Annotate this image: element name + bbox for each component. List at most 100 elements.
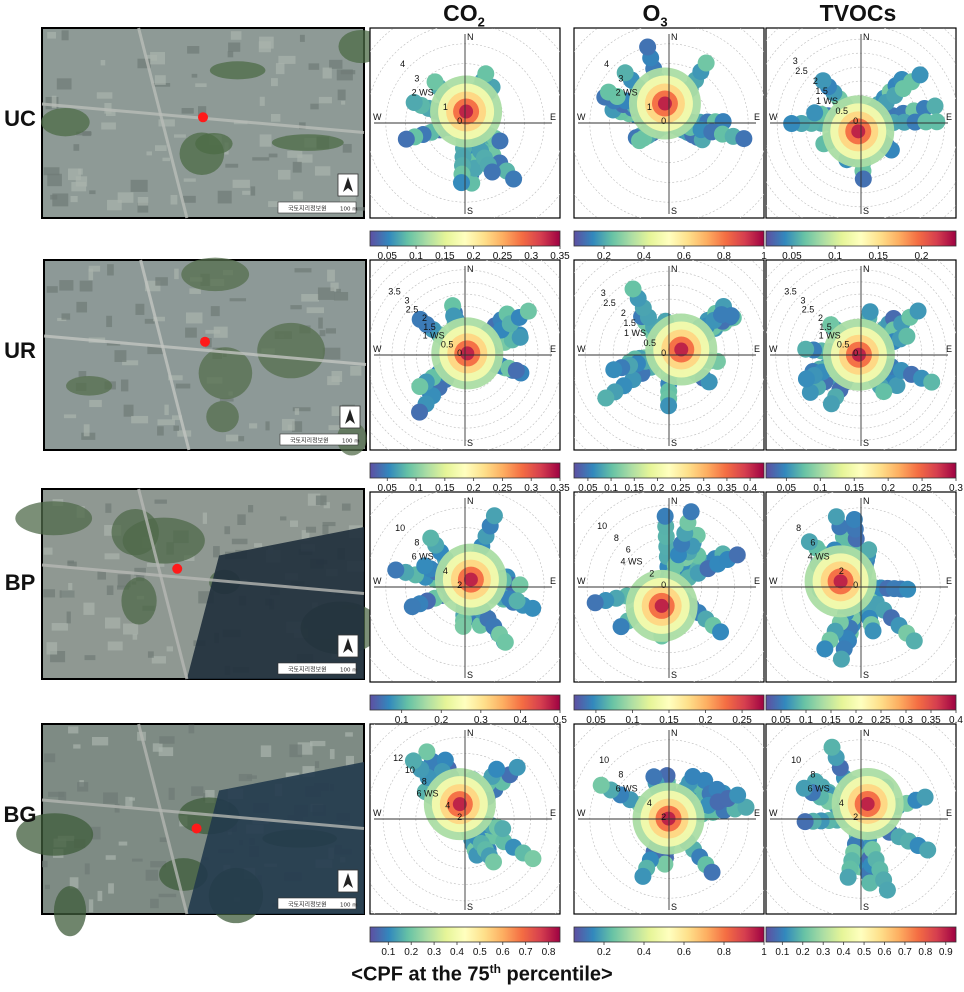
cpf-hotspot bbox=[674, 342, 689, 357]
cpf-cell bbox=[616, 64, 634, 82]
ring-label: 0 bbox=[853, 116, 858, 126]
ring-label: 3 bbox=[404, 296, 409, 306]
compass-e-label: E bbox=[754, 112, 760, 122]
ring-label: 2 bbox=[661, 812, 666, 822]
colorbar-tick-label: 0.8 bbox=[918, 947, 932, 958]
cpf-cell bbox=[729, 786, 747, 804]
colorbar-tick-label: 0.15 bbox=[659, 715, 679, 726]
map-credit: 국토지리정보원 bbox=[288, 205, 327, 213]
compass-w-label: W bbox=[373, 112, 382, 122]
colorbar bbox=[765, 694, 957, 711]
cpf-cell bbox=[452, 174, 470, 192]
column-header-text: TVOCs bbox=[819, 0, 897, 26]
compass-w-label: W bbox=[769, 344, 778, 354]
cpf-cell bbox=[505, 170, 523, 188]
polar-plot-uc-tvocs: N S W E 32.5 21.51 WS0.5 0 0.05 0.1 0.15 0.2 bbox=[765, 27, 957, 262]
cpf-cell bbox=[485, 853, 503, 871]
cpf-cell bbox=[403, 598, 421, 616]
compass-s-label: S bbox=[467, 438, 473, 448]
colorbar-tick-label: 0.05 bbox=[777, 483, 797, 494]
compass-n-label: N bbox=[863, 496, 870, 506]
compass-n-label: N bbox=[467, 32, 474, 42]
site-label-bg: BG bbox=[3, 802, 37, 827]
compass-n-label: N bbox=[863, 32, 870, 42]
compass-n-label: N bbox=[467, 728, 474, 738]
compass-e-label: E bbox=[550, 344, 556, 354]
colorbar-tick-label: 1 bbox=[761, 251, 767, 262]
colorbar-tick-label: 0.8 bbox=[542, 947, 556, 958]
cpf-cell bbox=[928, 113, 946, 131]
ring-label: 0 bbox=[457, 348, 462, 358]
ring-label: 2 bbox=[818, 313, 823, 323]
colorbar-tick-label: 0.2 bbox=[915, 251, 929, 262]
cpf-cell bbox=[656, 507, 674, 525]
cpf-hotspot bbox=[452, 797, 467, 812]
colorbar-tick-label: 0.2 bbox=[434, 715, 448, 726]
cpf-cell bbox=[411, 310, 429, 328]
colorbar-tick-label: 0.25 bbox=[732, 715, 752, 726]
colorbar-tick-label: 0.1 bbox=[626, 715, 640, 726]
colorbar-tick-label: 0.35 bbox=[921, 715, 941, 726]
cpf-cell bbox=[592, 776, 610, 794]
ring-label: 2 WS bbox=[412, 88, 434, 98]
satellite-map-bp bbox=[15, 488, 381, 680]
compass-e-label: E bbox=[550, 576, 556, 586]
colorbar-tick-label: 0.6 bbox=[878, 947, 892, 958]
colorbar-tick-label: 0.1 bbox=[395, 715, 409, 726]
colorbar-tick-label: 0.05 bbox=[378, 251, 398, 262]
colorbar-tick-label: 0.2 bbox=[849, 715, 863, 726]
polar-plot-ur-o3: N S W E 32.5 21.51 WS0.5 0 0.05 0.1 0.15 0.2 0.25 0.… bbox=[573, 259, 765, 494]
colorbar-tick-label: 0.15 bbox=[625, 483, 645, 494]
colorbar bbox=[573, 926, 765, 943]
figure-caption: <CPF at the 75th percentile> bbox=[0, 962, 964, 987]
compass-s-label: S bbox=[671, 438, 677, 448]
column-header-o3: O3 bbox=[565, 0, 745, 30]
site-label-bp: BP bbox=[4, 570, 36, 595]
cpf-cell bbox=[923, 373, 941, 391]
colorbar-tick-label: 0.1 bbox=[828, 251, 842, 262]
cpf-hotspot bbox=[657, 96, 672, 111]
ring-label: 0.5 bbox=[836, 106, 849, 116]
colorbar-tick-label: 0.6 bbox=[496, 947, 510, 958]
polar-plot-ur-co2: N S W E 3.532.521.51 WS0.50 0.05 0.1 0.15 0.2 0.2… bbox=[369, 259, 570, 494]
cpf-cell bbox=[508, 592, 526, 610]
ring-label: 1 bbox=[647, 102, 652, 112]
compass-n-label: N bbox=[671, 496, 678, 506]
ring-label: 2.5 bbox=[406, 304, 419, 314]
colorbar-tick-label: 0.25 bbox=[493, 251, 513, 262]
cpf-cell bbox=[488, 760, 506, 778]
colorbar-tick-label: 0.1 bbox=[409, 251, 423, 262]
cpf-cell bbox=[494, 820, 512, 838]
cpf-cell bbox=[822, 395, 840, 413]
ring-label: 4 bbox=[400, 59, 405, 69]
compass-e-label: E bbox=[754, 808, 760, 818]
colorbar-tick-label: 0.2 bbox=[467, 251, 481, 262]
compass-s-label: S bbox=[467, 670, 473, 680]
cpf-cell bbox=[605, 361, 623, 379]
compass-s-label: S bbox=[863, 670, 869, 680]
colorbar-tick-label: 0.15 bbox=[435, 483, 455, 494]
ring-label: 12 bbox=[393, 753, 403, 763]
compass-s-label: S bbox=[863, 902, 869, 912]
ring-label: 0 bbox=[853, 580, 858, 590]
colorbar bbox=[765, 462, 957, 479]
cpf-cell bbox=[491, 132, 509, 150]
ring-label: 0 bbox=[457, 116, 462, 126]
colorbar-tick-label: 0.2 bbox=[881, 483, 895, 494]
colorbar bbox=[573, 462, 765, 479]
cpf-cell bbox=[485, 507, 503, 525]
site-location-marker bbox=[200, 336, 210, 347]
map-scale: 100 m bbox=[342, 439, 360, 445]
colorbar-tick-label: 0.2 bbox=[796, 947, 810, 958]
compass-s-label: S bbox=[467, 206, 473, 216]
colorbar-tick-label: 0.4 bbox=[637, 947, 651, 958]
ring-label: 0 bbox=[853, 348, 858, 358]
ring-label: 4 bbox=[443, 566, 448, 576]
colorbar-tick-label: 0.5 bbox=[857, 947, 871, 958]
map-credit-box bbox=[277, 201, 357, 214]
ring-label: 2 bbox=[457, 812, 462, 822]
ring-label: 8 bbox=[414, 537, 419, 547]
ring-label: 8 bbox=[422, 777, 427, 787]
